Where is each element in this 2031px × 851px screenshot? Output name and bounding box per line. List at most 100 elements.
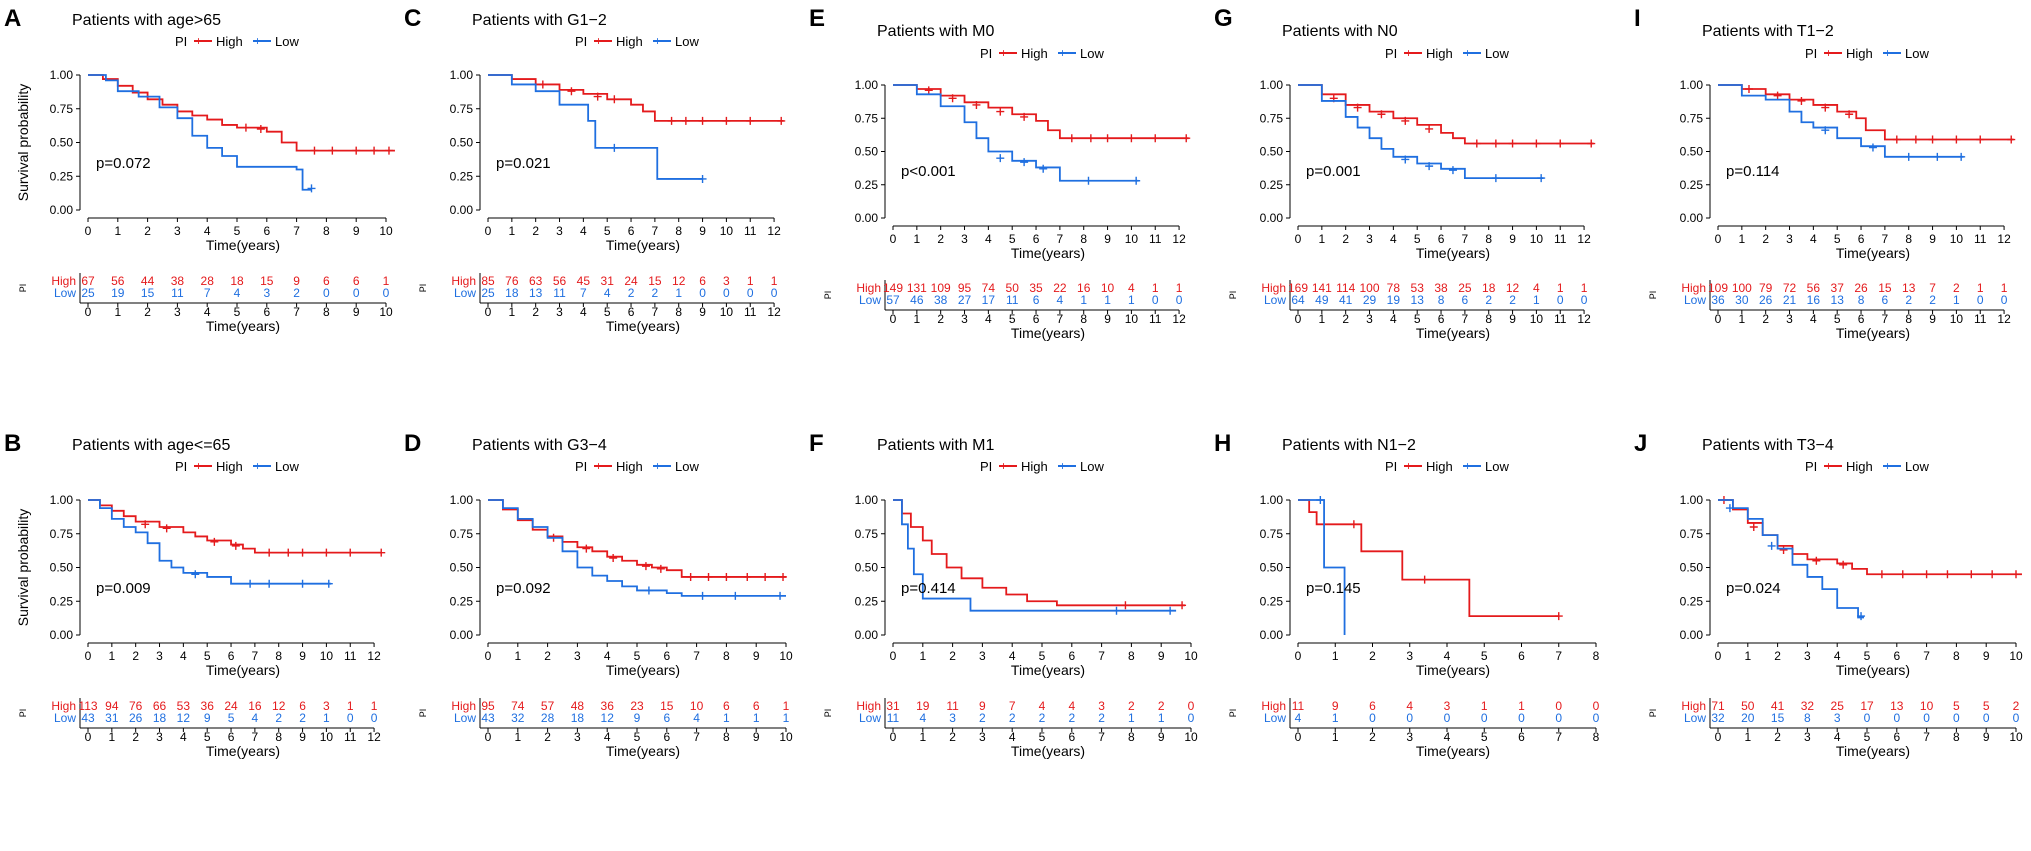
censor-mark-low [324, 579, 333, 588]
x-axis-title: Time(years) [1416, 245, 1490, 261]
risk-count-high: 63 [529, 274, 543, 288]
legend-low-marker: + [254, 459, 261, 473]
risk-count-low: 2 [293, 286, 300, 300]
risk-count-low: 0 [1923, 711, 1930, 725]
risk-x-axis-title: Time(years) [1836, 325, 1910, 341]
censor-mark-high [1020, 112, 1029, 121]
censor-mark-low [1166, 606, 1175, 615]
legend-high-marker: + [1825, 459, 1832, 473]
x-tick-label: 3 [156, 649, 163, 663]
panel-letter: B [4, 430, 21, 457]
risk-x-tick-label: 6 [1033, 312, 1040, 326]
risk-count-low: 9 [204, 711, 211, 725]
x-tick-label: 5 [1864, 649, 1871, 663]
risk-count-low: 8 [1438, 293, 1445, 307]
y-tick-label: 0.50 [855, 145, 879, 159]
risk-count-high: 95 [481, 699, 495, 713]
risk-label-high: High [1261, 699, 1286, 713]
risk-count-high: 141 [1312, 281, 1332, 295]
x-tick-label: 6 [263, 224, 270, 238]
km-plot-svg: I Patients with T1−2 PI + High + Low 0.00 0.25 0.… [1634, 5, 2016, 341]
risk-count-high: 38 [171, 274, 185, 288]
risk-x-tick-label: 4 [1810, 312, 1817, 326]
risk-label-high: High [1681, 281, 1706, 295]
x-tick-label: 4 [1390, 232, 1397, 246]
x-tick-label: 5 [634, 649, 641, 663]
risk-count-high: 95 [958, 281, 972, 295]
censor-mark-high [1491, 139, 1500, 148]
x-axis-title: Time(years) [1836, 662, 1910, 678]
x-tick-label: 6 [228, 649, 235, 663]
y-tick-label: 1.00 [1680, 78, 1704, 92]
risk-count-low: 1 [1128, 293, 1135, 307]
x-axis-title: Time(years) [206, 237, 280, 253]
x-tick-label: 8 [1080, 232, 1087, 246]
risk-count-high: 12 [272, 699, 286, 713]
risk-count-high: 31 [601, 274, 615, 288]
legend-low-marker: + [654, 459, 661, 473]
risk-count-high: 17 [1860, 699, 1874, 713]
risk-count-low: 11 [553, 286, 566, 300]
risk-x-tick-label: 10 [720, 305, 734, 319]
risk-count-low: 27 [958, 293, 972, 307]
x-tick-label: 2 [1762, 232, 1769, 246]
x-tick-label: 0 [890, 232, 897, 246]
risk-x-tick-label: 3 [1786, 312, 1793, 326]
risk-x-axis-title: Time(years) [606, 743, 680, 759]
risk-x-tick-label: 0 [1715, 312, 1722, 326]
x-axis-title: Time(years) [1011, 662, 1085, 678]
y-tick-label: 0.50 [50, 561, 74, 575]
risk-count-low: 18 [571, 711, 585, 725]
censor-mark-low [610, 143, 619, 152]
risk-count-low: 0 [1977, 293, 1984, 307]
risk-x-tick-label: 8 [1080, 312, 1087, 326]
censor-mark-low [1868, 143, 1877, 152]
risk-count-high: 48 [571, 699, 585, 713]
km-curve-low [488, 499, 786, 597]
risk-count-low: 1 [783, 711, 790, 725]
risk-x-tick-label: 11 [1974, 312, 1987, 326]
risk-x-axis-title: Time(years) [206, 318, 280, 334]
risk-count-low: 2 [1009, 711, 1016, 725]
risk-count-high: 113 [78, 699, 97, 713]
risk-x-tick-label: 4 [985, 312, 992, 326]
x-tick-label: 3 [1786, 232, 1793, 246]
risk-x-axis-title: Time(years) [206, 743, 280, 759]
risk-count-high: 1 [1152, 281, 1159, 295]
x-tick-label: 8 [1905, 232, 1912, 246]
risk-count-high: 25 [1458, 281, 1472, 295]
legend-high-marker: + [1000, 46, 1007, 60]
x-tick-label: 8 [675, 224, 682, 238]
risk-count-low: 0 [1176, 293, 1183, 307]
legend-low-label: Low [675, 34, 699, 49]
risk-count-low: 36 [1711, 293, 1725, 307]
risk-x-tick-label: 5 [1834, 312, 1841, 326]
risk-count-high: 24 [224, 699, 238, 713]
risk-count-high: 56 [1807, 281, 1821, 295]
legend-low-marker: + [1884, 459, 1891, 473]
x-tick-label: 7 [693, 649, 700, 663]
risk-count-low: 3 [1834, 711, 1841, 725]
risk-count-high: 1 [771, 274, 778, 288]
x-tick-label: 3 [979, 649, 986, 663]
x-tick-label: 5 [1009, 232, 1016, 246]
censor-mark-low [191, 570, 200, 579]
risk-x-tick-label: 8 [1905, 312, 1912, 326]
panel-title: Patients with G3−4 [472, 437, 607, 454]
x-tick-label: 3 [961, 232, 968, 246]
x-tick-label: 1 [1744, 649, 1751, 663]
risk-count-low: 0 [1557, 293, 1564, 307]
risk-count-high: 31 [886, 699, 900, 713]
risk-x-tick-label: 0 [485, 730, 492, 744]
risk-x-tick-label: 5 [1481, 730, 1488, 744]
risk-count-high: 50 [1006, 281, 1020, 295]
legend-title: PI [980, 46, 992, 61]
censor-mark-high [1127, 134, 1136, 143]
censor-mark-high [298, 548, 307, 557]
x-tick-label: 10 [2009, 649, 2023, 663]
risk-count-high: 0 [1188, 699, 1195, 713]
risk-label-high: High [856, 281, 881, 295]
x-tick-label: 5 [1039, 649, 1046, 663]
legend-title: PI [575, 34, 587, 49]
x-tick-label: 4 [1009, 649, 1016, 663]
